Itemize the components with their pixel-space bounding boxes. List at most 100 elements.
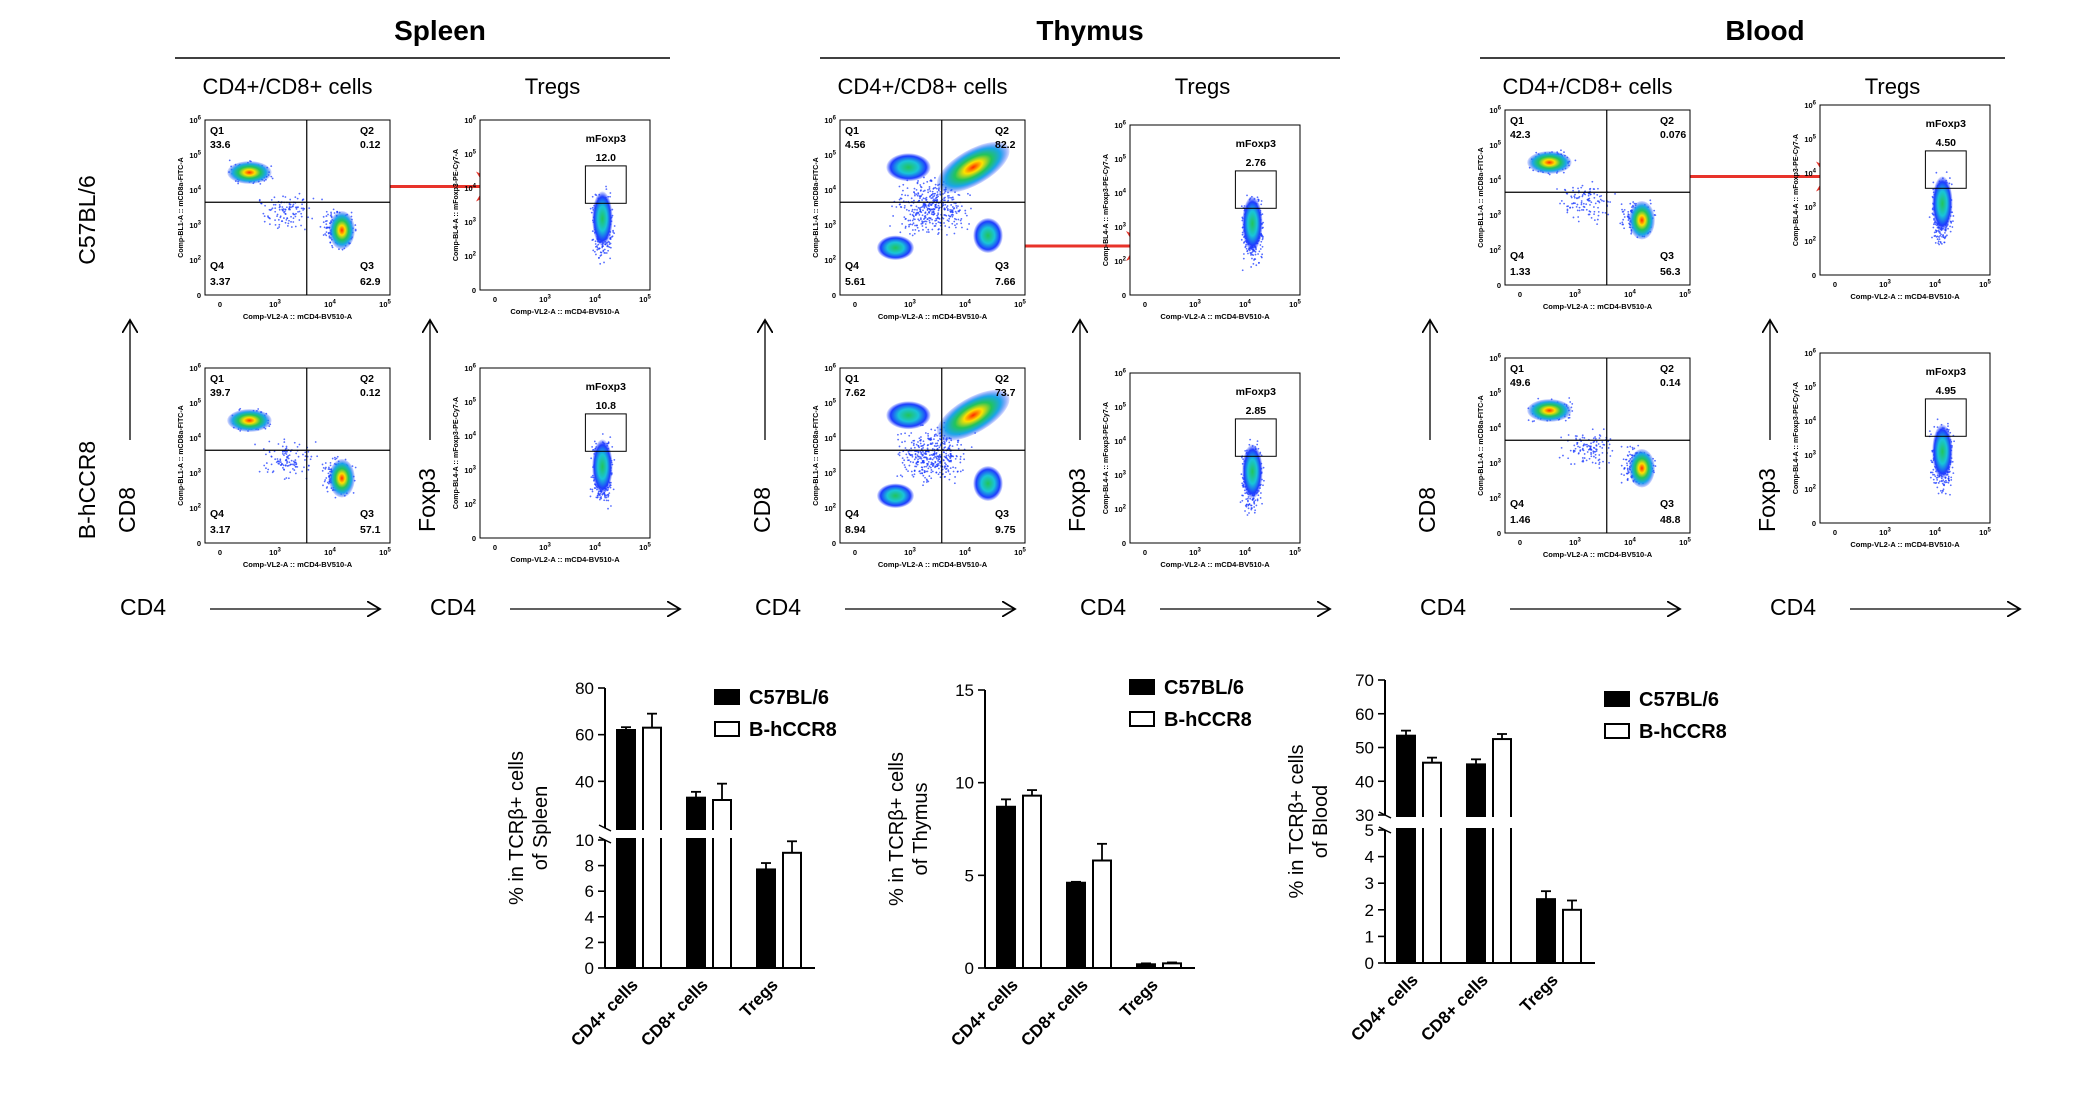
density-blob	[227, 161, 272, 184]
event-dot	[1585, 208, 1588, 211]
x-tick-label: 105	[639, 543, 651, 552]
event-dot	[922, 444, 925, 447]
event-dot	[960, 443, 963, 446]
q4-label: Q4	[210, 260, 224, 272]
event-dot	[957, 441, 959, 444]
event-dot	[922, 484, 924, 487]
event-dot	[307, 450, 310, 453]
event-dot	[912, 475, 915, 478]
q3-label: Q3	[1660, 250, 1674, 262]
event-dot	[321, 469, 324, 472]
event-dot	[1250, 507, 1253, 510]
event-dot	[595, 194, 598, 197]
x-tick-label: 0	[1143, 548, 1147, 557]
event-dot	[943, 451, 945, 454]
event-dot	[934, 176, 936, 179]
x-tick-label: 103	[904, 548, 916, 557]
event-dot	[1933, 231, 1936, 234]
event-dot	[594, 245, 597, 248]
event-dot	[595, 442, 598, 445]
event-dot	[914, 208, 916, 211]
event-dot	[1574, 193, 1576, 196]
event-dot	[273, 450, 276, 453]
gate-label: mFoxp3	[1926, 118, 1966, 130]
event-dot	[609, 195, 611, 198]
event-dot	[1245, 247, 1248, 250]
event-dot	[946, 233, 948, 236]
cd8-axis-label: CD8	[114, 487, 140, 533]
y-tick-label: 104	[464, 432, 476, 441]
event-dot	[911, 214, 914, 216]
event-dot	[915, 193, 918, 196]
event-dot	[604, 496, 607, 499]
event-dot	[939, 190, 942, 193]
x-tick-label: 104	[959, 548, 971, 557]
event-dot	[265, 453, 267, 456]
event-dot	[934, 186, 937, 189]
event-dot	[959, 219, 962, 222]
event-dot	[931, 202, 934, 205]
event-dot	[920, 445, 923, 448]
event-dot	[912, 461, 915, 464]
event-dot	[336, 455, 339, 458]
x-tick-label: 103	[1879, 280, 1891, 289]
event-dot	[304, 459, 306, 461]
event-dot	[286, 460, 289, 463]
event-dot	[1252, 250, 1254, 253]
event-dot	[943, 441, 946, 444]
y-tick-label: 103	[464, 466, 476, 475]
flow-x-axis-label: Comp-VL2-A :: mCD4-BV510-A	[878, 312, 988, 321]
event-dot	[929, 217, 932, 220]
event-dot	[947, 470, 950, 473]
event-dot	[1527, 419, 1530, 422]
event-dot	[962, 452, 965, 455]
q2-label: Q2	[995, 373, 1009, 385]
event-dot	[1937, 229, 1940, 232]
event-dot	[949, 453, 952, 455]
event-dot	[1246, 497, 1249, 500]
event-dot	[921, 466, 924, 469]
event-dot	[335, 457, 338, 460]
q3-value: 62.9	[360, 276, 381, 288]
event-dot	[1570, 195, 1573, 198]
event-dot	[911, 474, 914, 476]
event-dot	[937, 212, 940, 214]
event-dot	[281, 208, 284, 211]
event-dot	[905, 453, 908, 456]
gate-label: mFoxp3	[1236, 138, 1276, 150]
y-tick-label: 103	[464, 218, 476, 227]
event-dot	[591, 230, 594, 233]
event-dot	[931, 454, 934, 457]
gate-value: 10.8	[596, 400, 617, 412]
event-dot	[336, 210, 338, 213]
event-dot	[1598, 195, 1601, 198]
event-dot	[271, 471, 274, 474]
event-dot	[904, 218, 907, 220]
event-dot	[304, 455, 307, 458]
column-header-tregs: Tregs	[1865, 74, 1920, 99]
y-tick-label: 106	[1489, 106, 1501, 115]
event-dot	[1949, 177, 1951, 179]
event-dot	[913, 469, 916, 472]
event-dot	[1578, 190, 1580, 192]
event-dot	[953, 207, 956, 209]
event-dot	[1253, 506, 1256, 508]
event-dot	[1246, 194, 1248, 197]
event-dot	[920, 436, 922, 438]
x-tick-label: 105	[639, 295, 651, 304]
event-dot	[1578, 209, 1581, 212]
event-dot	[1245, 498, 1248, 501]
event-dot	[1589, 193, 1592, 196]
event-dot	[266, 471, 269, 473]
density-blob	[886, 153, 931, 182]
event-dot	[908, 225, 910, 228]
event-dot	[927, 191, 930, 194]
y-tick-label: 0	[1122, 291, 1126, 300]
event-dot	[903, 459, 906, 462]
event-dot	[284, 212, 287, 215]
event-dot	[959, 455, 962, 458]
event-dot	[925, 226, 927, 229]
event-dot	[922, 220, 925, 223]
x-tick-label: 105	[1679, 290, 1691, 299]
event-dot	[923, 189, 926, 192]
